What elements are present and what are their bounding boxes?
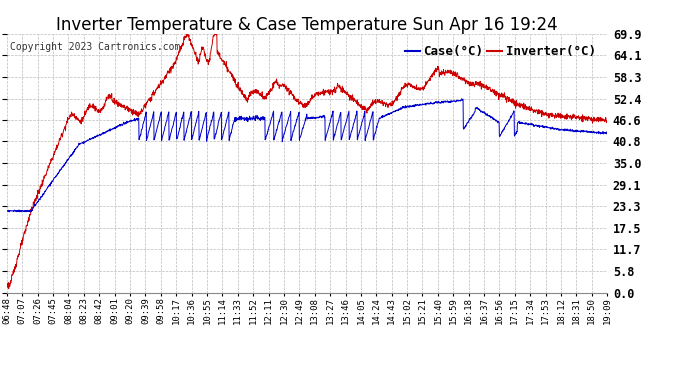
Title: Inverter Temperature & Case Temperature Sun Apr 16 19:24: Inverter Temperature & Case Temperature … — [57, 16, 558, 34]
Text: Copyright 2023 Cartronics.com: Copyright 2023 Cartronics.com — [10, 42, 180, 51]
Legend: Case(°C), Inverter(°C): Case(°C), Inverter(°C) — [400, 40, 601, 63]
